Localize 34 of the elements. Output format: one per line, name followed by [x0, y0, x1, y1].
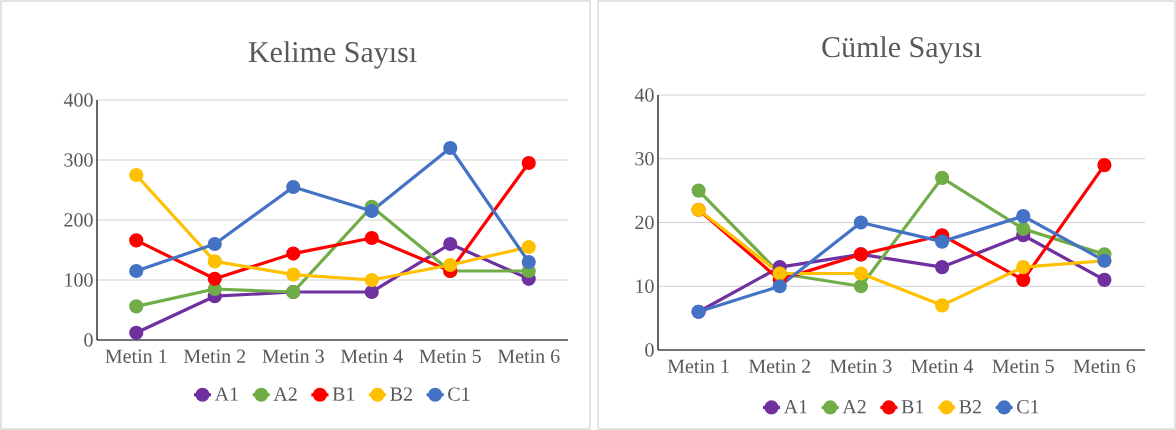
legend-label: A1: [783, 400, 807, 414]
y-tick-label: 30: [635, 151, 654, 166]
x-tick-label: Metin 4: [340, 349, 403, 363]
legend-label: C1: [448, 387, 470, 401]
y-tick-label: 200: [64, 213, 93, 227]
x-tick-label: Metin 5: [992, 359, 1054, 373]
legend-label: A2: [273, 387, 297, 401]
x-tick-label: Metin 6: [1073, 359, 1136, 373]
chart-title: Cümle Sayısı: [822, 36, 982, 64]
x-tick-label: Metin 3: [830, 359, 892, 373]
y-tick-label: 400: [63, 93, 93, 107]
legend-label: B1: [332, 387, 355, 401]
x-tick-label: Metin 5: [419, 349, 481, 363]
x-tick-label: Metin 1: [667, 359, 729, 373]
legend-label: A2: [842, 400, 866, 414]
x-tick-label: Metin 2: [748, 359, 811, 373]
legend-label: B2: [390, 387, 412, 401]
y-tick-label: 0: [645, 343, 654, 357]
y-tick-label: 0: [84, 333, 93, 347]
legend-label: C1: [1017, 400, 1039, 414]
legend-label: A1: [214, 387, 238, 401]
x-tick-label: Metin 3: [262, 349, 324, 363]
legend-label: B1: [901, 400, 924, 414]
x-tick-label: Metin 6: [497, 349, 560, 363]
legend-label: B2: [959, 400, 981, 414]
y-tick-label: 20: [635, 215, 654, 230]
chart-title: Kelime Sayısı: [248, 41, 417, 69]
y-tick-label: 40: [634, 88, 654, 102]
x-tick-label: Metin 4: [911, 359, 974, 373]
x-tick-label: Metin 1: [105, 349, 167, 363]
x-tick-label: Metin 2: [183, 349, 246, 363]
y-tick-label: 300: [64, 153, 93, 167]
y-tick-label: 10: [636, 279, 654, 293]
y-tick-label: 100: [65, 273, 93, 287]
